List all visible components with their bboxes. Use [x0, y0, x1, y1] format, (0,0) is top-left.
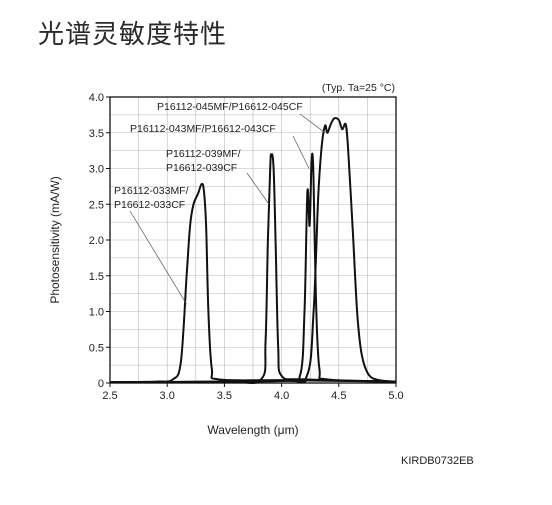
y-axis-title: Photosensitivity (mA/W) — [48, 176, 62, 303]
x-tick-label: 5.0 — [388, 390, 403, 402]
grid-lines — [110, 97, 396, 383]
x-axis-title: Wavelength (μm) — [207, 423, 298, 437]
series-label-039-line1: P16112-039MF/ — [166, 148, 241, 160]
axis-ticks: 2.5 3.0 3.5 4.0 4.5 5.0 0 0.5 1.0 1.5 2.0 2.5 3.0 3.5… — [89, 92, 404, 402]
y-tick-label: 2.0 — [89, 235, 104, 247]
x-tick-label: 2.5 — [102, 390, 117, 402]
label-leader-lines — [129, 113, 326, 305]
condition-note: (Typ. Ta=25 °C) — [322, 82, 395, 94]
series-curve-045 — [109, 117, 397, 384]
x-tick-label: 4.0 — [274, 390, 289, 402]
leader-045 — [299, 113, 326, 134]
spectral-curves — [109, 117, 397, 384]
series-curve-033 — [109, 182, 397, 384]
x-tick-label: 4.5 — [331, 390, 346, 402]
y-tick-label: 0.5 — [89, 342, 104, 354]
leader-039 — [246, 172, 270, 205]
x-tick-label: 3.5 — [217, 390, 232, 402]
series-curve-039 — [109, 153, 397, 384]
y-tick-label: 3.0 — [89, 164, 104, 176]
y-tick-label: 1.5 — [89, 271, 104, 283]
leader-043 — [292, 135, 310, 169]
leader-033 — [129, 210, 187, 305]
y-tick-label: 1.0 — [89, 307, 104, 319]
y-tick-label: 4.0 — [89, 92, 104, 104]
series-label-045: P16112-045MF/P16612-045CF — [157, 101, 303, 113]
series-label-039-line2: P16612-039CF — [166, 162, 237, 174]
series-curve-043 — [109, 152, 397, 384]
catalog-code: KIRDB0732EB — [401, 455, 474, 467]
y-tick-label: 3.5 — [89, 128, 104, 140]
series-label-033-line2: P16612-033CF — [114, 199, 185, 211]
series-label-033-line1: P16112-033MF/ — [114, 185, 189, 197]
x-tick-label: 3.0 — [160, 390, 175, 402]
y-tick-label: 2.5 — [89, 199, 104, 211]
y-tick-label: 0 — [98, 378, 104, 390]
series-label-043: P16112-043MF/P16612-043CF — [130, 123, 276, 135]
page-title: 光谱灵敏度特性 — [38, 20, 228, 50]
